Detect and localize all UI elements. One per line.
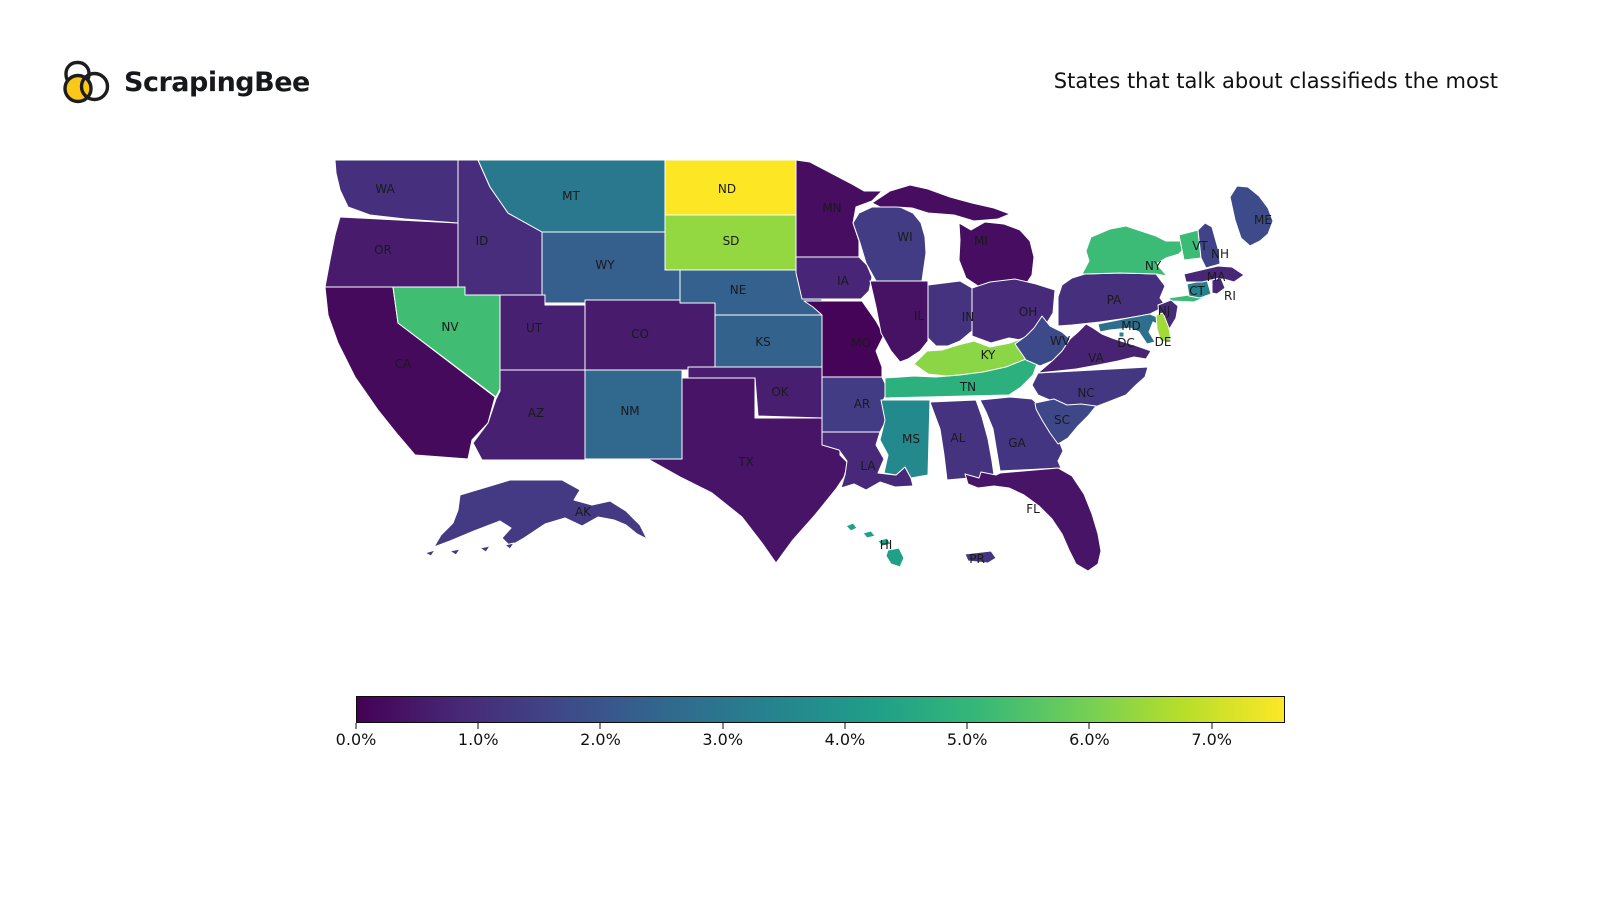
state-IN[interactable]: [927, 280, 973, 347]
state-SD[interactable]: [664, 214, 797, 271]
state-WI[interactable]: [852, 206, 927, 282]
colorbar-tick-mark: [355, 723, 357, 729]
state-DC[interactable]: [1118, 331, 1125, 338]
state-AK[interactable]: [479, 545, 491, 553]
state-RI[interactable]: [1211, 277, 1226, 295]
brand: ScrapingBee: [62, 58, 310, 106]
choropleth-map-container: CA OR WA ID MT WY NV UT CO AZ NM ND SD NE KS OK TX MN IA MO…: [310, 145, 1310, 585]
state-PR[interactable]: [964, 550, 997, 564]
state-MI[interactable]: [958, 221, 1035, 290]
figure-header: ScrapingBee States that talk about class…: [0, 0, 1600, 120]
state-HI[interactable]: [862, 530, 876, 539]
state-LA[interactable]: [821, 431, 914, 491]
colorbar-container: 0.0% 1.0% 2.0% 3.0% 4.0% 5.0% 6.0% 7.0%: [336, 696, 1285, 756]
state-AL[interactable]: [929, 399, 995, 485]
state-CT[interactable]: [1186, 279, 1212, 299]
colorbar-tick-label: 4.0%: [824, 730, 866, 749]
colorbar-tick-label: 6.0%: [1069, 730, 1110, 749]
state-MD[interactable]: [1097, 313, 1162, 345]
brand-name: ScrapingBee: [124, 66, 310, 98]
state-IA[interactable]: [795, 256, 873, 300]
state-KS[interactable]: [714, 314, 823, 368]
colorbar-tick-mark: [477, 723, 479, 729]
state-HI[interactable]: [877, 537, 892, 547]
colorbar-gradient: [356, 696, 1285, 723]
state-CO[interactable]: [584, 299, 716, 371]
state-DE[interactable]: [1155, 312, 1172, 343]
state-IL[interactable]: [869, 280, 929, 363]
state-SC[interactable]: [1034, 398, 1097, 445]
colorbar-tick-mark: [1211, 723, 1213, 729]
state-NM[interactable]: [584, 369, 683, 460]
state-PA[interactable]: [1057, 272, 1167, 327]
state-AR[interactable]: [821, 376, 889, 433]
state-AK[interactable]: [433, 479, 648, 548]
state-AK[interactable]: [424, 549, 436, 557]
state-UT[interactable]: [499, 294, 586, 371]
colorbar-tick-label: 2.0%: [580, 730, 621, 749]
colorbar-tick-mark: [966, 723, 968, 729]
state-NH[interactable]: [1197, 222, 1221, 269]
colorbar-tick-mark: [844, 723, 846, 729]
colorbar-tick-label: 5.0%: [946, 730, 988, 749]
colorbar-tick-mark: [1088, 723, 1090, 729]
state-NY[interactable]: [1081, 225, 1187, 277]
state-HI[interactable]: [845, 522, 858, 532]
state-WV[interactable]: [1014, 315, 1071, 367]
scrapingbee-logo-icon: [63, 60, 110, 104]
state-label-RI: RI: [1224, 289, 1236, 303]
state-WY[interactable]: [541, 231, 681, 304]
state-AK[interactable]: [504, 542, 515, 550]
state-MI[interactable]: [871, 184, 1011, 222]
colorbar-tick-mark: [722, 723, 724, 729]
state-MA[interactable]: [1183, 265, 1245, 283]
colorbar-tick-label: 3.0%: [702, 730, 744, 749]
state-VT[interactable]: [1178, 229, 1202, 261]
state-OR[interactable]: [324, 216, 459, 288]
colorbar-tick-label: 0.0%: [335, 730, 377, 749]
figure-title: States that talk about classifieds the m…: [1053, 69, 1498, 93]
state-FL[interactable]: [964, 467, 1102, 572]
state-ME[interactable]: [1229, 185, 1274, 247]
state-WA[interactable]: [334, 159, 459, 224]
state-HI[interactable]: [885, 547, 905, 568]
state-MO[interactable]: [803, 300, 885, 378]
state-VA[interactable]: [1037, 323, 1152, 374]
state-MS[interactable]: [879, 399, 931, 479]
colorbar-tick-mark: [599, 723, 601, 729]
state-AK[interactable]: [449, 548, 461, 556]
state-ND[interactable]: [664, 159, 797, 216]
colorbar-tick-label: 7.0%: [1191, 730, 1232, 749]
colorbar-tick-label: 1.0%: [457, 730, 499, 749]
